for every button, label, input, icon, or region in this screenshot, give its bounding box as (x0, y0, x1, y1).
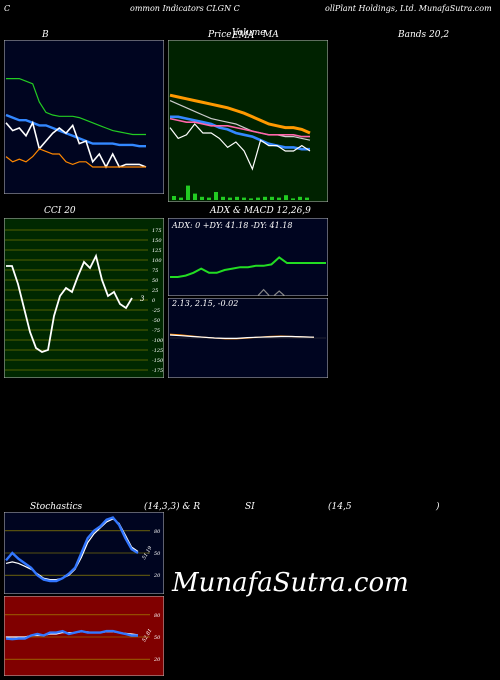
header-title: ommon Indicators CLGN C (130, 4, 240, 13)
volume-bar (221, 196, 225, 200)
price-line-1 (169, 100, 311, 141)
adx-values: ADX: 0 +DY: 41.18 -DY: 41.18 (172, 221, 293, 230)
cci-tick-label: 0 (152, 298, 156, 304)
cci-line (6, 253, 133, 353)
cci-tick-label: -100 (152, 338, 164, 344)
stochastics-params: (14,3,3) & R (144, 502, 201, 512)
cci-chart: 175 150 125 100 75 50 25 0 -25 -50 -75 -100 -125 -150… (4, 218, 164, 378)
rsi-tick-label: 80 (154, 613, 161, 619)
rsi-tick-label: 20 (153, 657, 161, 663)
cci-tick-label: 50 (152, 278, 159, 284)
cci-tick-label: -50 (152, 318, 161, 324)
adx-line (170, 256, 326, 278)
price-line-2 (170, 115, 310, 151)
volume-bar (242, 197, 246, 200)
price-ma-chart (168, 40, 328, 202)
rsi-tick-label: 50 (154, 635, 161, 641)
stochastics-tick-label: 80 (154, 529, 161, 535)
volume-bar (179, 197, 183, 200)
bollinger-line-3 (5, 148, 146, 168)
volume-bar (214, 192, 218, 200)
header-left: C (4, 4, 11, 13)
volume-bar (263, 196, 267, 200)
cci-tick-label: 75 (152, 268, 158, 274)
volume-bar (277, 197, 281, 200)
stochastics-tick-label: 20 (153, 573, 161, 579)
price-title-ma: MA (263, 30, 279, 40)
price-line-3 (169, 117, 310, 138)
macd-chart (168, 298, 328, 378)
cci-title: CCI 20 (44, 206, 76, 216)
bollinger-title: B (42, 30, 49, 40)
stochastics-title: Stochastics (30, 502, 83, 512)
stochastics-tick-label: 50 (154, 551, 161, 557)
macd-values: 2.13, 2.15, -0.02 (172, 299, 239, 308)
volume-bar (270, 196, 274, 200)
cci-tick-label: 175 (152, 228, 162, 234)
rsi-close: ) (436, 502, 440, 512)
rsi-main-line (5, 629, 138, 641)
volume-bar (186, 185, 190, 200)
volume-bar (305, 197, 309, 200)
volume-bar (172, 196, 176, 200)
adx-macd-title: ADX & MACD 12,26,9 (210, 206, 311, 216)
price-line-0 (169, 93, 311, 135)
price-title-ema: EMA (232, 31, 255, 41)
bollinger-line-1 (5, 113, 146, 148)
watermark: MunafaSutra.com (172, 568, 409, 598)
volume-bar (298, 196, 302, 200)
volume-bar (291, 198, 295, 200)
price-title: Price, (208, 30, 235, 40)
cci-tick-label: -25 (152, 308, 160, 314)
cci-tick-label: 100 (152, 258, 162, 264)
macd-line-1 (169, 334, 315, 340)
volume-bar (235, 196, 239, 200)
volume-bar (256, 197, 260, 200)
bollinger-line-0 (6, 77, 146, 136)
header-company: ollPlant Holdings, Ltd. MunafaSutra.com (325, 4, 492, 13)
cci-tick-label: 125 (152, 248, 162, 254)
cci-tick-label: -150 (152, 358, 164, 364)
price-title-volume: Volume (232, 28, 266, 38)
bands-title: Bands 20,2 (398, 30, 450, 40)
rsi-params: (14,5 (328, 502, 352, 512)
cci-tick-label: -125 (152, 348, 163, 354)
volume-bar (228, 197, 232, 200)
price-line-4 (169, 123, 311, 171)
volume-bar (249, 198, 253, 200)
cci-tick-label: 150 (152, 238, 162, 244)
volume-bar (200, 196, 204, 200)
volume-bar (207, 197, 211, 200)
volume-bar (193, 193, 197, 200)
cci-tick-label: 25 (151, 288, 158, 294)
cci-tick-label: -75 (152, 328, 160, 334)
rsi-title: SI (245, 502, 255, 512)
volume-bar (284, 195, 288, 200)
adx-chart (168, 218, 328, 296)
bollinger-chart (4, 40, 164, 194)
cci-tick-label: -175 (152, 368, 163, 374)
stochastics-main-line (5, 516, 139, 583)
cci-last-label: 3 (140, 295, 145, 303)
bollinger-line-2 (5, 120, 147, 169)
